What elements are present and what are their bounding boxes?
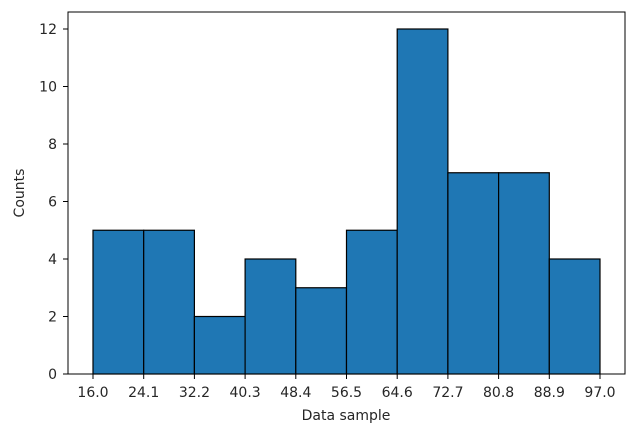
- histogram-bar: [345, 229, 398, 375]
- y-tick-label: 12: [39, 22, 57, 38]
- x-tick-label: 88.9: [534, 385, 565, 401]
- y-axis-label: Counts: [12, 169, 28, 218]
- bars-group: [92, 28, 601, 375]
- histogram-bar: [396, 28, 449, 375]
- y-tick-label: 6: [48, 195, 57, 211]
- y-tick-label: 0: [48, 367, 57, 383]
- histogram-bar: [244, 258, 297, 375]
- x-tick-label: 64.6: [382, 385, 413, 401]
- x-tick-label: 24.1: [128, 385, 159, 401]
- histogram-bar: [498, 172, 550, 375]
- x-axis: 16.0 24.1 32.2 40.3 48.4 56.5 64.6 72.7 80.8 88.9…: [77, 374, 616, 401]
- histogram-bar: [193, 315, 246, 375]
- x-tick-label: 80.8: [483, 385, 514, 401]
- histogram-bar: [548, 258, 601, 375]
- histogram-bar: [295, 287, 348, 375]
- x-tick-label: 56.5: [331, 385, 362, 401]
- x-tick-label: 16.0: [77, 385, 108, 401]
- x-axis-label: Data sample: [302, 408, 391, 424]
- y-tick-label: 4: [48, 252, 57, 268]
- histogram-bar: [143, 229, 195, 375]
- y-axis: 0 2 4 6 8 10 12: [39, 22, 68, 383]
- x-tick-label: 97.0: [584, 385, 615, 401]
- y-tick-label: 8: [48, 137, 57, 153]
- x-tick-label: 32.2: [179, 385, 210, 401]
- y-tick-label: 10: [39, 80, 57, 96]
- x-tick-label: 48.4: [280, 385, 311, 401]
- x-tick-label: 72.7: [432, 385, 463, 401]
- y-tick-label: 2: [48, 310, 57, 326]
- x-tick-label: 40.3: [230, 385, 261, 401]
- histogram-bar: [447, 172, 500, 375]
- histogram-bar: [92, 229, 145, 375]
